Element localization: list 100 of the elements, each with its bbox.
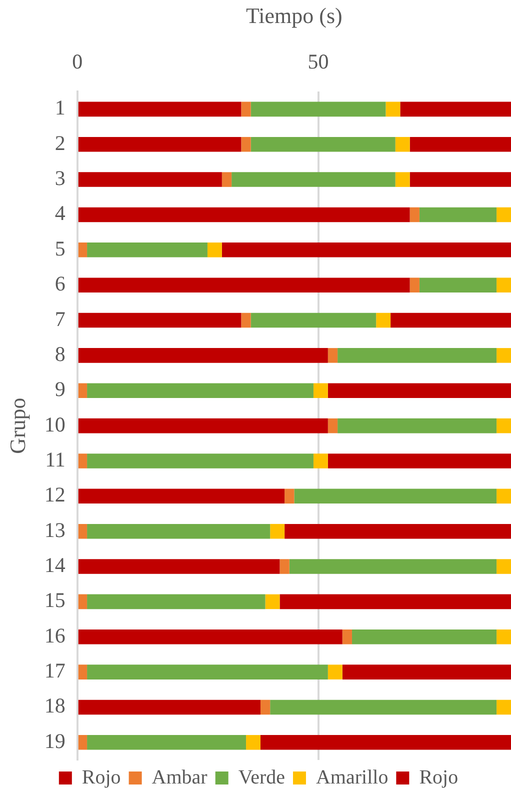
bar <box>232 172 396 187</box>
bar <box>410 278 420 292</box>
bar <box>496 207 511 222</box>
bar <box>78 735 88 750</box>
y-tick-label: 10 <box>44 412 66 436</box>
y-tick-label: 2 <box>54 130 66 155</box>
bar <box>78 312 242 328</box>
bar <box>78 136 242 152</box>
bar <box>222 242 511 258</box>
bar <box>342 629 352 644</box>
bar <box>78 172 222 187</box>
bar <box>496 629 511 644</box>
bar <box>419 278 497 292</box>
legend-label: Rojo <box>82 766 121 788</box>
y-tick-label: 5 <box>54 236 66 260</box>
bar <box>410 207 420 222</box>
bar <box>87 735 246 750</box>
y-tick-label: 4 <box>54 201 66 226</box>
y-tick-label: 16 <box>44 623 66 648</box>
x-axis-title: Tiempo (s) <box>246 2 342 28</box>
bar <box>250 136 396 152</box>
y-tick-label: 8 <box>54 342 66 366</box>
y-tick-label: 18 <box>44 694 66 718</box>
bar <box>222 172 232 187</box>
bar <box>280 559 290 574</box>
y-tick-label: 7 <box>54 306 66 331</box>
bar <box>241 102 251 117</box>
y-tick-label: 6 <box>54 272 66 296</box>
bar <box>78 207 410 222</box>
bar <box>78 488 285 504</box>
bar <box>207 242 222 258</box>
y-axis-title: Grupo <box>4 398 30 454</box>
bar <box>410 136 511 152</box>
bar <box>289 559 497 574</box>
bar <box>78 278 410 292</box>
y-tick-label: 11 <box>45 447 66 472</box>
bar <box>78 383 88 398</box>
bar <box>496 418 511 434</box>
bar <box>87 664 328 680</box>
bar <box>328 454 511 468</box>
legend-label: Ambar <box>152 766 208 788</box>
bar <box>87 454 314 468</box>
legend-label: Rojo <box>419 766 458 788</box>
bar <box>241 136 251 152</box>
bar <box>78 700 260 715</box>
bar <box>87 383 314 398</box>
y-tick-label: 13 <box>44 518 66 542</box>
bar <box>395 172 410 187</box>
bar <box>78 664 88 680</box>
bar <box>265 594 280 610</box>
bar <box>87 594 266 610</box>
y-tick-label: 1 <box>54 96 66 120</box>
bar <box>496 559 511 574</box>
bar <box>419 207 497 222</box>
bar <box>496 278 511 292</box>
y-tick-label: 3 <box>54 166 66 190</box>
bar <box>328 418 338 434</box>
bar <box>395 136 410 152</box>
bar <box>78 629 342 644</box>
bar <box>250 312 376 328</box>
y-tick-label: 9 <box>54 377 66 402</box>
bar <box>284 524 511 539</box>
bar <box>376 312 391 328</box>
x-tick-label: 0 <box>72 50 83 74</box>
legend-label: Amarillo <box>316 766 388 788</box>
bar <box>328 664 342 680</box>
bar <box>87 242 208 258</box>
bar <box>241 312 251 328</box>
bar <box>496 700 511 715</box>
legend-label: Verde <box>238 766 286 788</box>
bar <box>270 700 497 715</box>
bar <box>386 102 400 117</box>
y-tick-label: 12 <box>44 482 66 507</box>
bar <box>78 559 280 574</box>
bar <box>78 102 242 117</box>
bar <box>78 418 328 434</box>
y-tick-label: 15 <box>44 588 66 612</box>
y-tick-label: 19 <box>44 728 66 753</box>
bar <box>496 488 511 504</box>
x-tick-label: 50 <box>308 50 329 74</box>
bar <box>78 524 88 539</box>
bar <box>284 488 294 504</box>
bar <box>87 524 270 539</box>
bar <box>352 629 497 644</box>
y-tick-label: 14 <box>44 553 66 578</box>
bar <box>400 102 511 117</box>
bar <box>313 383 328 398</box>
bar <box>78 348 328 363</box>
bar <box>496 348 511 363</box>
bar <box>260 700 270 715</box>
bar <box>338 418 497 434</box>
y-tick-label: 17 <box>44 658 66 683</box>
bar <box>260 735 511 750</box>
bar <box>342 664 511 680</box>
bar <box>270 524 285 539</box>
bar <box>313 454 328 468</box>
bar <box>410 172 511 187</box>
bar <box>78 242 88 258</box>
bar <box>328 348 338 363</box>
bar <box>78 594 88 610</box>
